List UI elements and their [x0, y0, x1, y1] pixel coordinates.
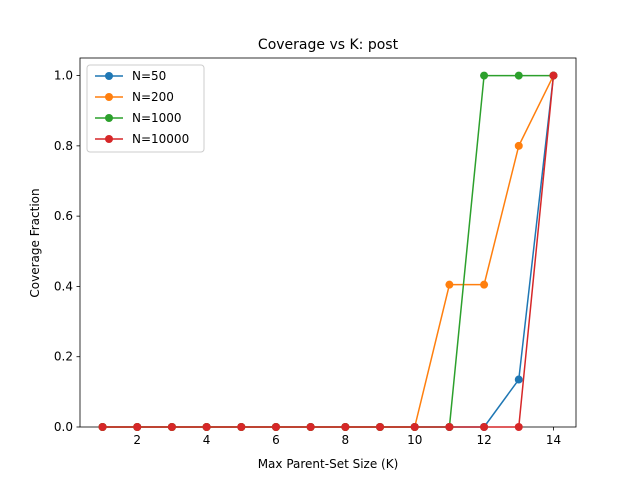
- legend-item: N=50: [95, 69, 166, 83]
- legend: N=50 N=200 N=1000 N=10000: [86, 64, 205, 153]
- data-point: [202, 423, 211, 431]
- data-point: [445, 423, 454, 431]
- legend-item: N=10000: [95, 132, 189, 146]
- x-tick-label: 4: [203, 433, 211, 447]
- y-tick-label: 0.8: [54, 139, 73, 153]
- x-tick-label: 10: [407, 433, 422, 447]
- series-line: [102, 75, 555, 428]
- x-tick-label: 2: [133, 433, 141, 447]
- data-point: [514, 141, 523, 150]
- legend-marker: [105, 72, 113, 80]
- y-tick-label: 0.2: [54, 350, 73, 364]
- data-point: [410, 423, 419, 431]
- data-point: [98, 423, 107, 431]
- legend-label: N=200: [132, 90, 174, 104]
- legend-box: [86, 64, 205, 153]
- chart-title: Coverage vs K: post: [258, 37, 399, 53]
- x-tick-label: 8: [342, 433, 350, 447]
- data-point: [341, 423, 350, 431]
- data-point: [376, 423, 385, 431]
- series-4: [98, 71, 558, 431]
- data-point: [514, 423, 523, 431]
- data-point: [306, 423, 315, 431]
- y-tick-label: 1.0: [54, 69, 73, 83]
- x-axis-label: Max Parent-Set Size (K): [258, 457, 399, 471]
- x-tick-label: 14: [546, 433, 561, 447]
- x-tick-label: 6: [272, 433, 280, 447]
- x-tick-label: 12: [476, 433, 491, 447]
- y-tick-label: 0.4: [54, 279, 73, 293]
- data-point: [237, 423, 246, 431]
- data-point: [445, 280, 454, 289]
- legend-label: N=1000: [132, 111, 182, 125]
- plot-area: 2 4 6 8 10 12 14 0.0 0.2 0.4 0.6 0.8 1.0: [54, 57, 577, 447]
- data-point: [514, 71, 523, 80]
- data-point: [271, 423, 280, 431]
- legend-item: N=200: [95, 90, 174, 104]
- data-point: [480, 280, 489, 289]
- data-point: [480, 423, 489, 431]
- legend-label: N=10000: [132, 132, 189, 146]
- y-axis-label: Coverage Fraction: [28, 188, 42, 297]
- data-point: [480, 71, 489, 80]
- legend-marker: [105, 135, 113, 143]
- legend-marker: [105, 114, 113, 122]
- legend-item: N=1000: [95, 111, 182, 125]
- legend-marker: [105, 93, 113, 101]
- data-point: [133, 423, 142, 431]
- data-point: [167, 423, 176, 431]
- y-tick-label: 0.6: [54, 209, 73, 223]
- data-point: [549, 71, 558, 80]
- legend-label: N=50: [132, 69, 166, 83]
- y-tick-label: 0.0: [54, 420, 73, 434]
- data-point: [514, 375, 523, 384]
